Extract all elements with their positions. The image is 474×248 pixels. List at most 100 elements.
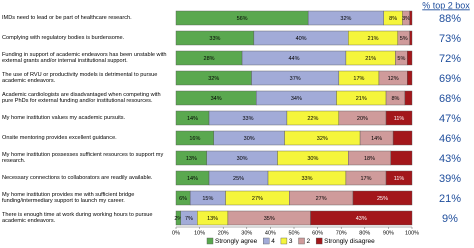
top2-value: 9% [442, 213, 458, 225]
value-label: 20% [357, 116, 368, 122]
value-label: 27% [252, 196, 263, 202]
bar-segment [407, 70, 413, 86]
bar-segment [310, 210, 413, 226]
top2-value: 68% [439, 93, 461, 105]
value-label: 30% [307, 156, 318, 162]
legend-label: 4 [271, 238, 275, 245]
top2-value: 88% [439, 13, 461, 25]
value-label: 7% [185, 216, 193, 222]
legend-label: 2 [307, 238, 311, 245]
value-label: 14% [371, 136, 382, 142]
value-label: 32% [340, 16, 351, 22]
value-label: 44% [288, 56, 299, 62]
x-tick-label: 80% [359, 230, 370, 236]
value-label: 34% [291, 96, 302, 102]
top2-value: 69% [439, 73, 461, 85]
x-tick-label: 20% [218, 230, 229, 236]
value-label: 11% [394, 176, 405, 182]
value-label: 17% [353, 76, 364, 82]
bar-segment [385, 170, 413, 186]
value-label: 5% [397, 56, 405, 62]
x-tick-label: 10% [194, 230, 205, 236]
row-label: There is enough time at work during work… [2, 211, 153, 224]
bar-segment [404, 90, 413, 106]
value-label: 13% [207, 216, 218, 222]
value-label: 8% [389, 16, 397, 22]
legend-label: Strongly agree [215, 238, 258, 245]
value-label: 22% [307, 116, 318, 122]
bar-segment [390, 150, 413, 166]
row-label: My home institution provides me with suf… [2, 191, 135, 204]
value-label: 32% [208, 76, 219, 82]
value-label: 27% [316, 196, 327, 202]
legend-swatch [315, 237, 323, 245]
value-label: 13% [186, 156, 197, 162]
legend-swatch [298, 237, 305, 245]
value-label: 2% [174, 216, 182, 222]
value-label: 43% [356, 216, 367, 222]
top2-value: 73% [439, 33, 461, 45]
row-label: Necessary connections to collaborators a… [2, 174, 153, 181]
row-label: Funding in support of academic endeavors… [2, 51, 167, 64]
top2-title: % top 2 box [422, 0, 470, 10]
x-tick-label: 40% [265, 230, 276, 236]
value-label: 30% [237, 156, 248, 162]
x-tick-label: 90% [383, 230, 394, 236]
row-label: Complying with regulatory bodies is burd… [2, 34, 125, 41]
value-label: 56% [237, 16, 248, 22]
top2-value: 72% [439, 53, 461, 65]
value-label: 25% [377, 196, 388, 202]
value-label: 11% [394, 116, 405, 122]
value-label: 30% [244, 136, 255, 142]
value-label: 15% [202, 196, 213, 202]
bar-segment [407, 50, 413, 66]
bar-segment [352, 190, 413, 206]
x-tick-label: 30% [241, 230, 252, 236]
bar-segment [409, 30, 413, 46]
bar-segment [385, 110, 413, 126]
row-label: IMDs need to lead or be part of healthca… [2, 14, 132, 21]
value-label: 35% [264, 216, 275, 222]
bar-segment [392, 130, 413, 146]
top2-value: 47% [439, 113, 461, 125]
legend-label: 3 [289, 238, 293, 245]
value-label: 18% [364, 156, 375, 162]
row-label: The use of RVU or productivity models is… [2, 71, 158, 84]
value-label: 33% [242, 116, 253, 122]
value-label: 6% [179, 196, 187, 202]
value-label: 14% [187, 176, 198, 182]
value-label: 21% [365, 56, 376, 62]
value-label: 37% [290, 76, 301, 82]
x-tick-label: 50% [288, 230, 299, 236]
top2-value: 43% [439, 153, 461, 165]
legend-swatch [280, 237, 288, 245]
x-tick-label: 100% [405, 230, 419, 236]
value-label: 8% [392, 96, 400, 102]
row-label: My home institution possesses sufficient… [2, 151, 164, 164]
legend-swatch [206, 237, 214, 245]
value-label: 28% [204, 56, 215, 62]
row-label: Academic cardiologists are disadvantaged… [2, 91, 161, 104]
value-label: 12% [388, 76, 399, 82]
row-label: Onsite mentoring provides excellent guid… [2, 134, 117, 141]
top2-value: 39% [439, 173, 461, 185]
legend-swatch [263, 237, 270, 245]
value-label: 33% [209, 36, 220, 42]
value-label: 40% [296, 36, 307, 42]
value-label: 3% [402, 16, 410, 22]
top2-value: 46% [439, 133, 461, 145]
value-label: 14% [187, 116, 198, 122]
value-label: 17% [360, 176, 371, 182]
bar-segment [409, 10, 413, 26]
row-label: My home institution values my academic p… [2, 114, 126, 121]
x-tick-label: 70% [336, 230, 347, 236]
value-label: 16% [189, 136, 200, 142]
value-label: 32% [317, 136, 328, 142]
value-label: 5% [400, 36, 408, 42]
top2-value: 21% [439, 193, 461, 205]
value-label: 25% [233, 176, 244, 182]
x-tick-label: 60% [312, 230, 323, 236]
x-tick-label: 0% [172, 230, 180, 236]
